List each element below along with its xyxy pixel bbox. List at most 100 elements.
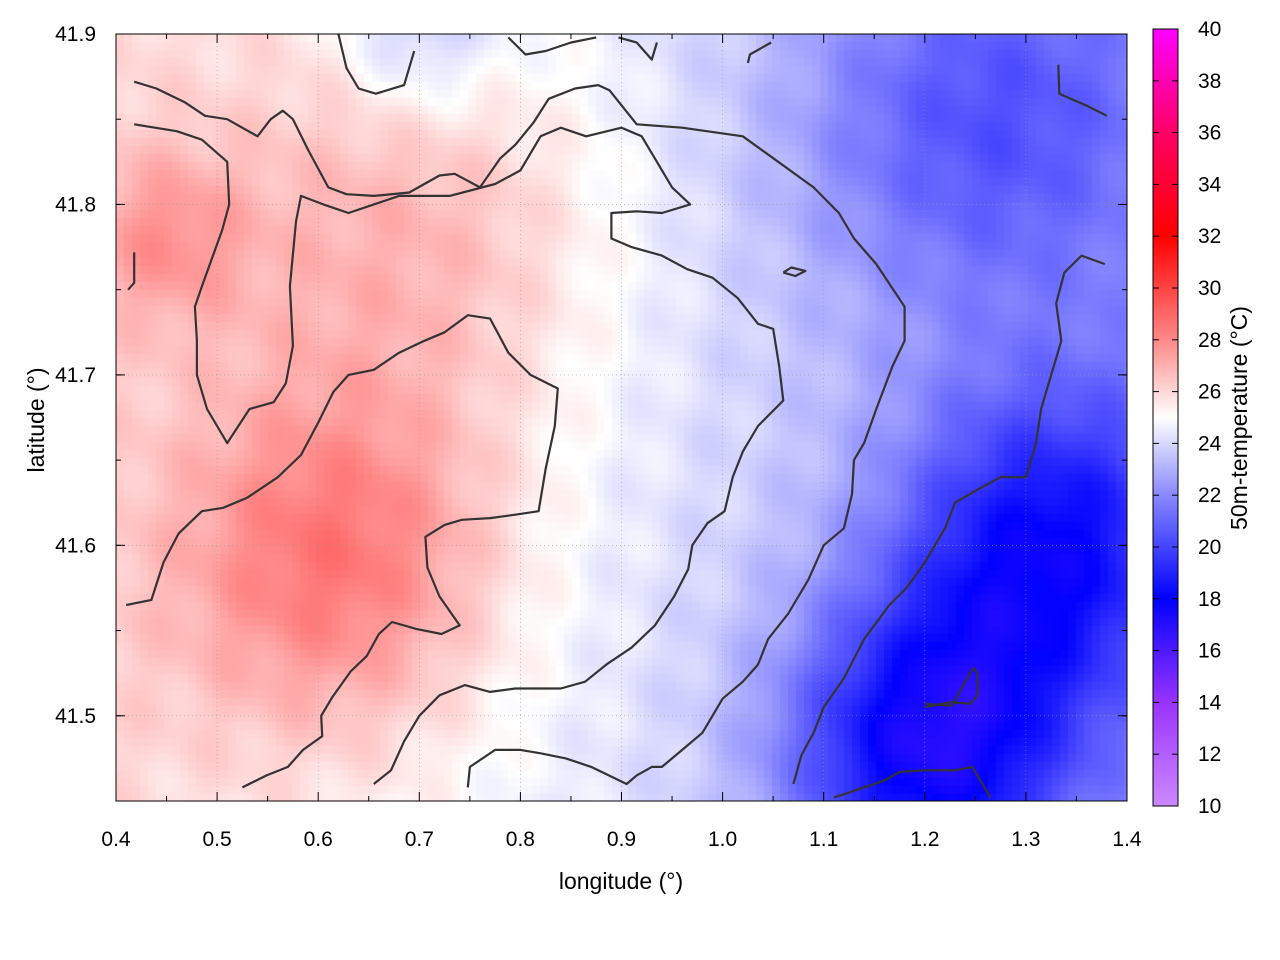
heat-cell: [836, 226, 845, 235]
heat-cell: [572, 186, 581, 195]
heat-cell: [1068, 114, 1077, 123]
heat-cell: [596, 250, 605, 259]
heat-cell: [564, 282, 573, 291]
heat-cell: [324, 114, 333, 123]
heat-cell: [988, 266, 997, 275]
heat-cell: [500, 154, 509, 163]
heat-cell: [1060, 266, 1069, 275]
heat-cell: [428, 290, 437, 299]
heat-cell: [532, 130, 541, 139]
heat-cell: [956, 290, 965, 299]
heat-cell: [468, 266, 477, 275]
heat-cell: [220, 234, 229, 243]
heat-cell: [164, 114, 173, 123]
heat-cell: [1060, 122, 1069, 131]
heat-cell: [468, 122, 477, 131]
heat-cell: [1068, 154, 1077, 163]
heat-cell: [324, 290, 333, 299]
heat-cell: [788, 90, 797, 99]
heat-cell: [988, 74, 997, 83]
heat-cell: [148, 130, 157, 139]
heat-cell: [204, 66, 213, 75]
heat-cell: [172, 42, 181, 51]
heat-cell: [492, 210, 501, 219]
heat-cell: [1036, 194, 1045, 203]
heat-cell: [220, 130, 229, 139]
heat-cell: [452, 234, 461, 243]
heat-cell: [444, 162, 453, 171]
heat-cell: [620, 306, 629, 315]
heat-cell: [196, 338, 205, 347]
heat-cell: [364, 314, 373, 323]
heat-cell: [156, 146, 165, 155]
heat-cell: [364, 274, 373, 283]
heat-cell: [860, 58, 869, 67]
heat-cell: [556, 242, 565, 251]
heat-cell: [1012, 114, 1021, 123]
heat-cell: [404, 106, 413, 115]
heat-cell: [1060, 130, 1069, 139]
heat-cell: [252, 162, 261, 171]
heat-cell: [964, 194, 973, 203]
heat-cell: [420, 298, 429, 307]
heat-cell: [596, 90, 605, 99]
heat-cell: [508, 234, 517, 243]
heat-cell: [1036, 106, 1045, 115]
heat-cell: [628, 258, 637, 267]
heat-cell: [708, 242, 717, 251]
heat-cell: [836, 194, 845, 203]
heat-cell: [140, 242, 149, 251]
heat-cell: [748, 282, 757, 291]
heat-cell: [748, 290, 757, 299]
heat-cell: [228, 330, 237, 339]
heat-cell: [268, 306, 277, 315]
heat-cell: [1076, 330, 1085, 339]
heat-cell: [732, 98, 741, 107]
heat-cell: [636, 130, 645, 139]
heat-cell: [164, 258, 173, 267]
heat-cell: [372, 122, 381, 131]
heat-cell: [1124, 202, 1127, 211]
heat-cell: [284, 282, 293, 291]
heat-cell: [540, 98, 549, 107]
heat-cell: [988, 258, 997, 267]
heat-cell: [1100, 202, 1109, 211]
heat-cell: [612, 50, 621, 59]
heat-cell: [844, 122, 853, 131]
heat-cell: [756, 194, 765, 203]
heat-cell: [748, 226, 757, 235]
heat-cell: [340, 322, 349, 331]
heat-cell: [972, 338, 981, 347]
heat-cell: [340, 282, 349, 291]
heat-cell: [332, 58, 341, 67]
heat-cell: [580, 322, 589, 331]
heat-cell: [252, 210, 261, 219]
heat-cell: [268, 186, 277, 195]
heat-cell: [1044, 66, 1053, 75]
heat-cell: [396, 66, 405, 75]
heat-cell: [284, 58, 293, 67]
heat-cell: [116, 130, 125, 139]
heat-cell: [996, 82, 1005, 91]
heat-cell: [228, 210, 237, 219]
heat-cell: [596, 290, 605, 299]
heat-cell: [804, 138, 813, 147]
heat-cell: [716, 154, 725, 163]
heat-cell: [1068, 34, 1077, 43]
heat-cell: [1068, 106, 1077, 115]
heat-cell: [508, 154, 517, 163]
heat-cell: [740, 202, 749, 211]
heat-cell: [764, 138, 773, 147]
heat-cell: [596, 66, 605, 75]
heat-cell: [484, 258, 493, 267]
heat-cell: [196, 322, 205, 331]
heat-cell: [636, 170, 645, 179]
heat-cell: [436, 274, 445, 283]
heat-cell: [500, 202, 509, 211]
heat-cell: [916, 194, 925, 203]
heat-cell: [796, 186, 805, 195]
heat-cell: [436, 154, 445, 163]
heat-cell: [684, 34, 693, 43]
heat-cell: [276, 106, 285, 115]
heat-cell: [476, 266, 485, 275]
